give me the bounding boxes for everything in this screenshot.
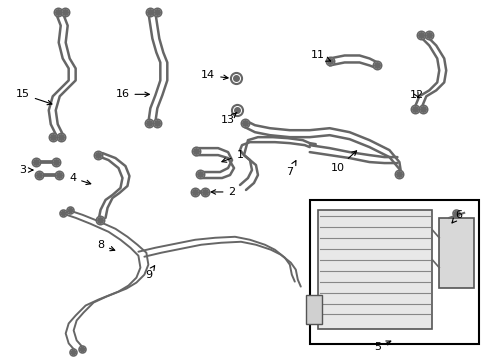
Text: 8: 8 (97, 240, 115, 251)
Bar (318, 210, 432, 329)
Text: 14: 14 (201, 71, 228, 80)
Text: 12: 12 (410, 90, 424, 100)
Text: 13: 13 (221, 112, 237, 125)
Bar (306, 294, 322, 324)
Text: 7: 7 (286, 161, 296, 177)
Text: 4: 4 (69, 173, 91, 185)
Text: 6: 6 (452, 210, 463, 223)
Text: 16: 16 (116, 89, 149, 99)
Text: 9: 9 (145, 266, 155, 280)
Text: 1: 1 (222, 150, 244, 162)
Bar (439, 218, 474, 288)
Bar (310, 200, 479, 345)
Text: 5: 5 (374, 341, 391, 352)
Text: 3: 3 (20, 165, 33, 175)
Text: 10: 10 (331, 151, 357, 173)
Text: 15: 15 (16, 89, 52, 105)
Text: 2: 2 (211, 187, 236, 197)
Text: 11: 11 (311, 50, 331, 61)
